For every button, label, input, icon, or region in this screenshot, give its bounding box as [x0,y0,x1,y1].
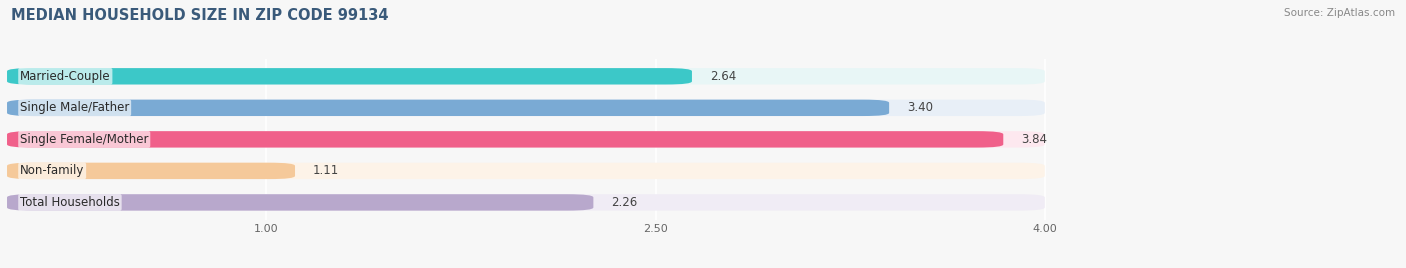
FancyBboxPatch shape [7,194,593,211]
Text: Total Households: Total Households [20,196,120,209]
Text: Married-Couple: Married-Couple [20,70,111,83]
FancyBboxPatch shape [7,68,1045,84]
FancyBboxPatch shape [7,163,1045,179]
Text: Single Male/Father: Single Male/Father [20,101,129,114]
Text: Source: ZipAtlas.com: Source: ZipAtlas.com [1284,8,1395,18]
FancyBboxPatch shape [7,131,1045,148]
Text: MEDIAN HOUSEHOLD SIZE IN ZIP CODE 99134: MEDIAN HOUSEHOLD SIZE IN ZIP CODE 99134 [11,8,388,23]
FancyBboxPatch shape [7,131,1004,148]
Text: 1.11: 1.11 [314,164,339,177]
FancyBboxPatch shape [7,100,1045,116]
Text: 2.64: 2.64 [710,70,737,83]
Text: 3.40: 3.40 [907,101,934,114]
FancyBboxPatch shape [7,194,1045,211]
FancyBboxPatch shape [7,68,692,84]
Text: Non-family: Non-family [20,164,84,177]
FancyBboxPatch shape [7,100,889,116]
Text: 3.84: 3.84 [1021,133,1047,146]
Text: 2.26: 2.26 [612,196,638,209]
Text: Single Female/Mother: Single Female/Mother [20,133,149,146]
FancyBboxPatch shape [7,163,295,179]
